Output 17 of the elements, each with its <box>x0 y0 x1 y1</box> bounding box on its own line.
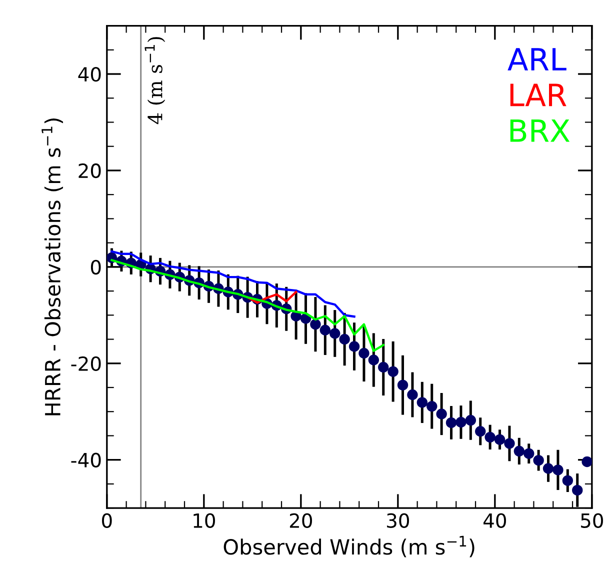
x-tick-label: 0 <box>102 513 112 528</box>
x-tick-label: 20 <box>290 513 312 528</box>
text: ARL <box>508 48 566 70</box>
x-axis-title: Observed Winds (m s$^{−1}$) <box>224 536 474 558</box>
y-tick-label: 0 <box>90 260 101 275</box>
x-tick-label: 30 <box>387 513 409 528</box>
text: BRX <box>510 119 570 142</box>
x-tick-label: 10 <box>194 513 215 528</box>
x-tick-label: 40 <box>483 513 506 528</box>
y-tick-label: -20 <box>71 356 101 372</box>
y-axis-title: HRRR - Observations (m s$^{−1}$) <box>42 118 64 416</box>
ref-line-label: 4 (m s$^{−1}$) <box>144 37 166 124</box>
text: LAR <box>510 84 566 106</box>
y-tick-label: 20 <box>78 163 101 178</box>
y-tick-label: 40 <box>78 66 101 82</box>
y-tick-label: -40 <box>71 452 101 468</box>
x-tick-label: 50 <box>581 513 603 528</box>
